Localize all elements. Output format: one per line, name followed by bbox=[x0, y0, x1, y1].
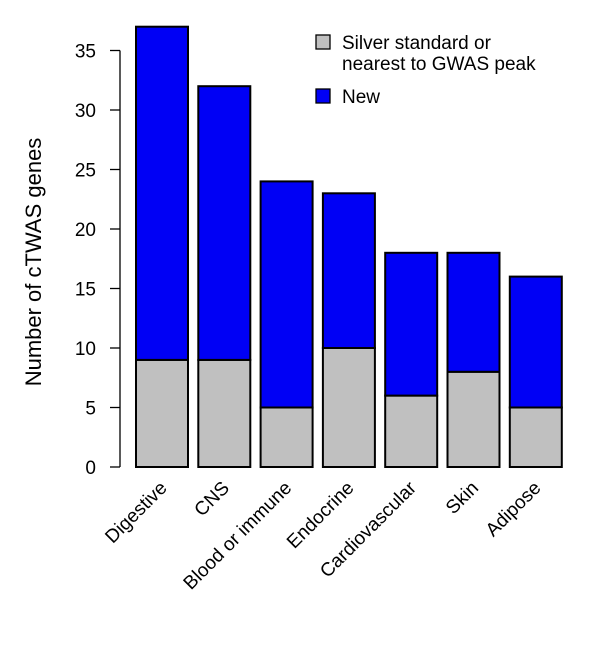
y-tick-label: 35 bbox=[75, 42, 96, 63]
bar-new-6 bbox=[508, 275, 563, 409]
y-axis: 0 5 10 15 20 25 30 35 bbox=[75, 42, 121, 479]
bar-silver-standard-4 bbox=[384, 394, 439, 469]
y-tick-label: 30 bbox=[75, 101, 96, 122]
bar-silver-standard-3 bbox=[321, 347, 376, 468]
bar-new-2 bbox=[259, 180, 314, 409]
bar-silver-standard-2 bbox=[259, 406, 314, 468]
legend-label: New bbox=[342, 87, 380, 108]
y-axis-title: Number of cTWAS genes bbox=[21, 138, 46, 387]
legend-label: nearest to GWAS peak bbox=[342, 54, 536, 75]
y-tick-label: 10 bbox=[75, 339, 96, 360]
bar-new-1 bbox=[197, 85, 252, 361]
y-tick-label: 15 bbox=[75, 280, 96, 301]
x-category-label: CNS bbox=[191, 478, 234, 521]
x-category-label: Digestive bbox=[101, 478, 171, 548]
y-tick-label: 0 bbox=[85, 458, 96, 479]
y-tick-label: 20 bbox=[75, 220, 96, 241]
y-tick-label: 25 bbox=[75, 161, 96, 182]
bar-silver-standard-5 bbox=[446, 370, 501, 468]
legend-swatch bbox=[315, 88, 331, 104]
bar-new-3 bbox=[321, 192, 376, 349]
x-category-label: Blood or immune bbox=[180, 478, 296, 594]
bar-silver-standard-6 bbox=[508, 406, 563, 468]
bar-silver-standard-0 bbox=[135, 358, 189, 468]
x-category-label: Skin bbox=[442, 478, 483, 519]
legend-swatch bbox=[315, 34, 331, 50]
y-tick-label: 5 bbox=[85, 399, 96, 420]
bar-new-0 bbox=[135, 25, 189, 361]
bar-new-4 bbox=[384, 251, 439, 397]
x-category-label: Adipose bbox=[482, 478, 545, 541]
bar-new-5 bbox=[446, 251, 501, 373]
bars bbox=[135, 25, 563, 469]
bar-silver-standard-1 bbox=[197, 358, 252, 468]
legend-label: Silver standard or bbox=[342, 33, 492, 54]
